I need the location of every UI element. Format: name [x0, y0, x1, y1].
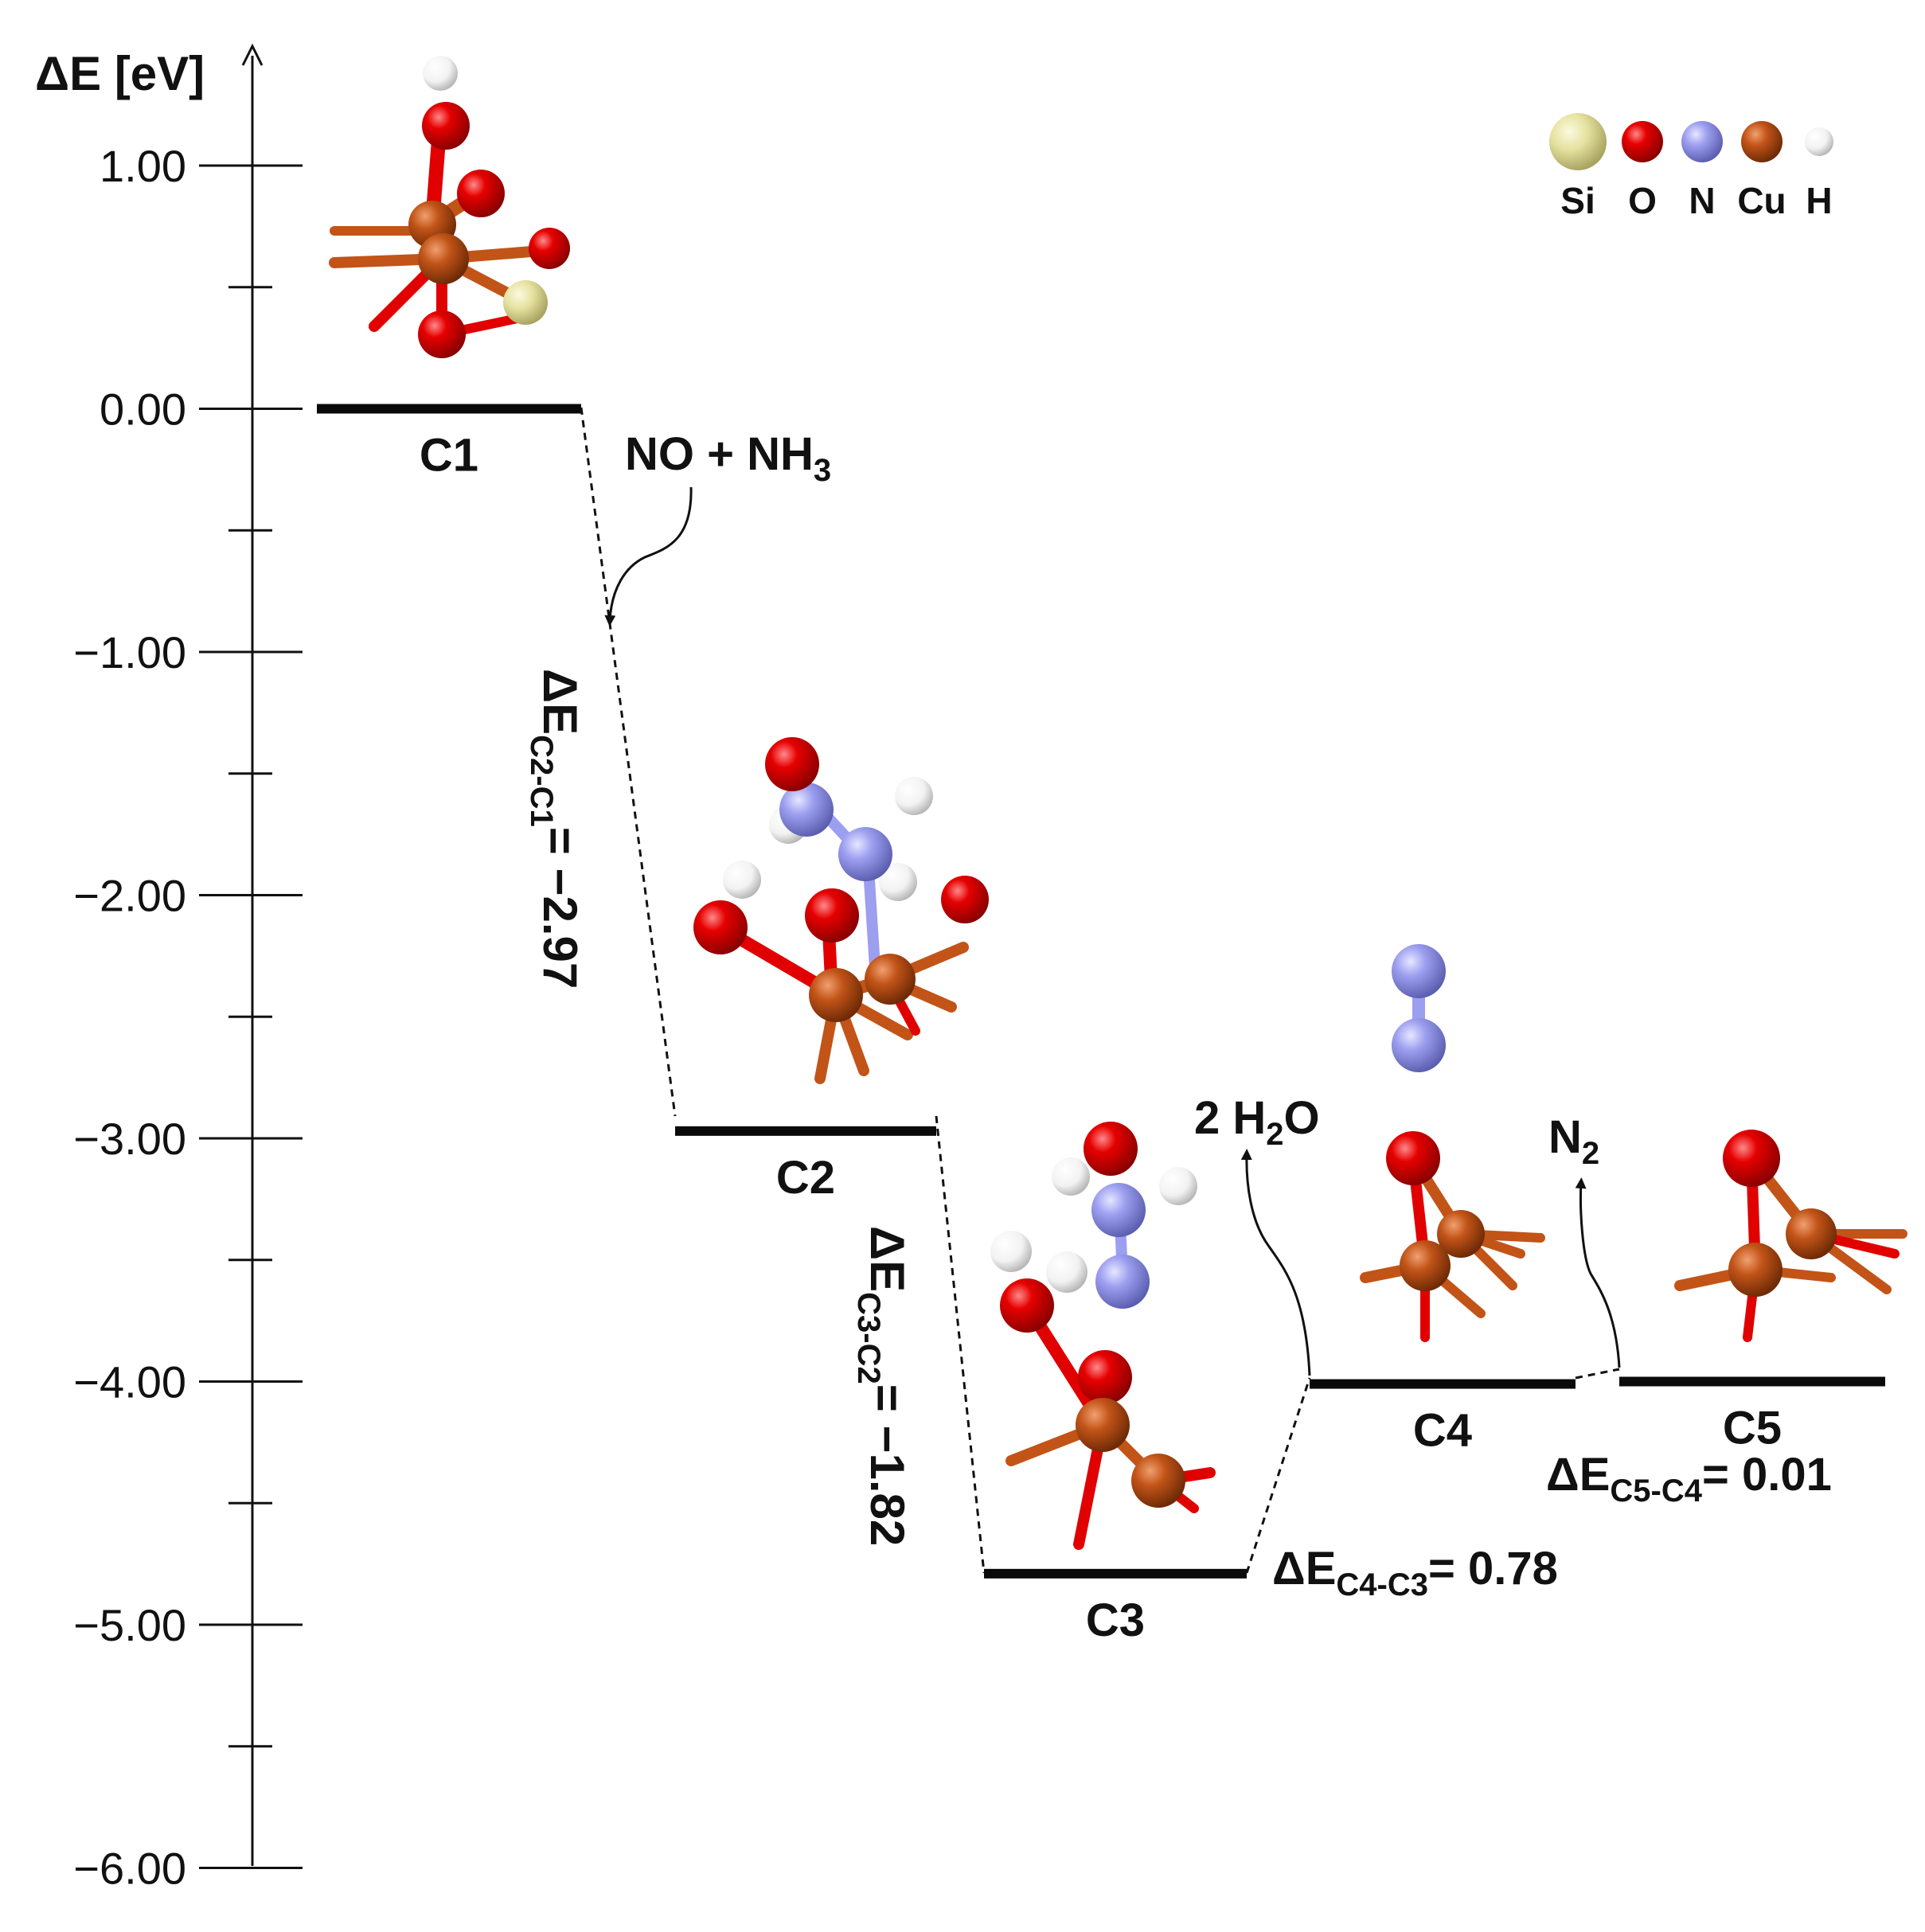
delta-c4-c3: ΔEC4-C3= 0.78: [1272, 1543, 1558, 1602]
n2-molecule: [1392, 944, 1446, 1072]
reactant-label: NO + NH3: [604, 428, 831, 626]
svg-text:ΔEC2-C1= −2.97: ΔEC2-C1= −2.97: [524, 669, 587, 989]
tick-label: −5.00: [73, 1600, 186, 1650]
connectors: [580, 407, 1620, 1574]
level-c3: [984, 1568, 1247, 1579]
svg-text:ΔEC3-C2= −1.82: ΔEC3-C2= −1.82: [851, 1226, 914, 1546]
tick-label: −6.00: [73, 1844, 186, 1894]
legend-label: O: [1628, 180, 1657, 221]
reactant-arrow-icon: [604, 486, 693, 626]
element-legend: Si O N Cu H: [1549, 113, 1833, 221]
water-label: 2 H2O: [1194, 1092, 1320, 1376]
level-label: C4: [1413, 1405, 1472, 1457]
legend-atom-o: [1622, 121, 1663, 162]
structure-c2: [693, 737, 989, 1084]
tick-label: 1.00: [100, 141, 186, 191]
svg-text:ΔEC5-C4= 0.01: ΔEC5-C4= 0.01: [1546, 1449, 1832, 1509]
y-axis: ΔE [eV] 1.00 0.00 −1.00 −2.00 −3.00 −4.00 −5.0…: [35, 43, 303, 1894]
legend-label: H: [1806, 180, 1832, 221]
level-label: C5: [1723, 1403, 1782, 1454]
tick-label: −3.00: [73, 1114, 186, 1164]
level-c5: [1619, 1376, 1885, 1387]
legend-atom-n: [1681, 121, 1723, 162]
axis-label: ΔE [eV]: [35, 47, 205, 100]
water-arrow-icon: [1240, 1149, 1311, 1376]
energy-levels: C1 C2 C3 C4 C5: [317, 404, 1885, 1646]
svg-text:ΔEC4-C3= 0.78: ΔEC4-C3= 0.78: [1272, 1543, 1558, 1602]
svg-text:N2: N2: [1548, 1111, 1599, 1171]
structure-c1: [329, 56, 570, 358]
level-c1: [317, 404, 581, 414]
tick-label: −1.00: [73, 627, 186, 677]
level-label: C2: [776, 1152, 835, 1204]
delta-c2-c1: ΔEC2-C1= −2.97: [524, 669, 587, 989]
delta-c5-c4: ΔEC5-C4= 0.01: [1546, 1449, 1832, 1509]
legend-atom-si: [1549, 113, 1607, 170]
svg-text:NO + NH3: NO + NH3: [625, 428, 831, 488]
delta-c3-c2: ΔEC3-C2= −1.82: [851, 1226, 914, 1546]
level-label: C3: [1086, 1594, 1145, 1646]
n2-label: N2: [1548, 1111, 1621, 1368]
structure-c4: [1360, 1131, 1545, 1342]
svg-text:2 H2O: 2 H2O: [1194, 1092, 1320, 1152]
level-c2: [675, 1126, 936, 1136]
tick-label: −2.00: [73, 871, 186, 921]
structure-c5: [1674, 1130, 1907, 1342]
axis-arrow-icon: [241, 43, 264, 66]
structure-c3: [990, 1122, 1216, 1550]
level-label: C1: [420, 430, 478, 482]
legend-atom-h: [1805, 127, 1833, 156]
level-c4: [1310, 1379, 1576, 1389]
legend-label: N: [1689, 180, 1715, 221]
legend-label: Cu: [1737, 180, 1786, 221]
tick-label: −4.00: [73, 1357, 186, 1407]
legend-label: Si: [1560, 180, 1595, 221]
legend-atom-cu: [1741, 121, 1782, 162]
n2-arrow-icon: [1575, 1177, 1621, 1368]
tick-label: 0.00: [100, 384, 186, 435]
